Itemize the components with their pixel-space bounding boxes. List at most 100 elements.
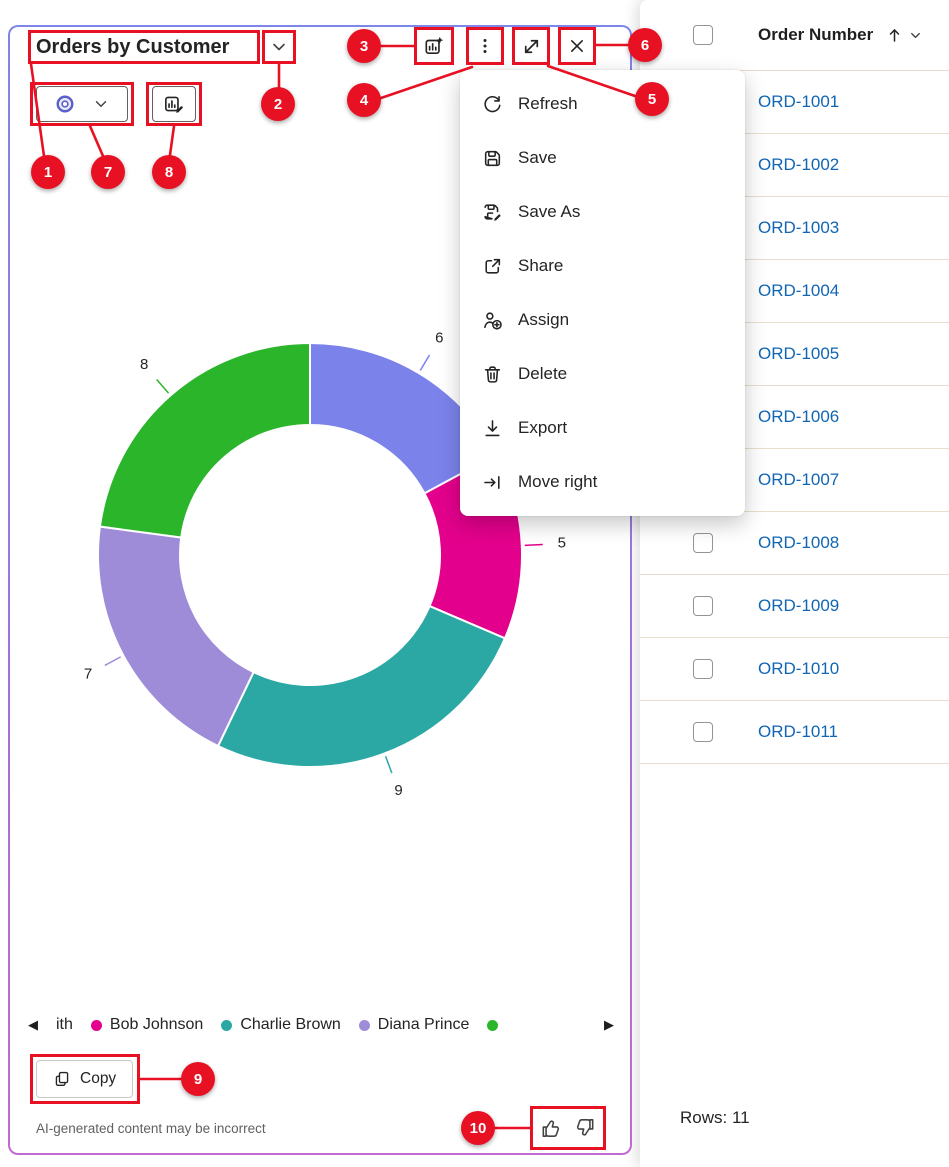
thumbs-up-icon: [542, 1120, 560, 1137]
label-leader-line: [156, 379, 170, 394]
data-label: 8: [140, 356, 148, 373]
sort-ascending-icon: [890, 28, 900, 42]
table-row: ORD-1010: [640, 638, 949, 701]
column-header-order-number[interactable]: Order Number: [758, 25, 874, 44]
label-leader-line: [419, 354, 431, 371]
chart-sparkle-icon: [425, 36, 444, 54]
data-label: 9: [394, 782, 402, 799]
close-button[interactable]: [559, 28, 595, 64]
data-label: 7: [84, 665, 92, 682]
legend-dot: [358, 1019, 370, 1031]
menu-item-move-right[interactable]: Move right: [460, 455, 745, 509]
legend-prev-icon[interactable]: ◀: [28, 1017, 38, 1032]
edit-chart-button[interactable]: [152, 86, 196, 122]
order-link[interactable]: ORD-1006: [758, 407, 840, 426]
order-link[interactable]: ORD-1002: [758, 155, 840, 174]
save-as-icon: [481, 201, 503, 223]
title-chevron-button[interactable]: [261, 29, 297, 65]
thumbs-up-button[interactable]: [536, 1113, 566, 1143]
chart-legend: ◀ ith Bob Johnson Charlie Brown Diana Pr…: [28, 1011, 614, 1039]
chevron-down-icon: [911, 32, 921, 38]
donut-chart-icon: [56, 95, 74, 113]
legend-dot: [221, 1019, 233, 1031]
select-all-checkbox[interactable]: [693, 25, 713, 45]
menu-item-share[interactable]: Share: [460, 239, 745, 293]
row-checkbox[interactable]: [693, 533, 713, 553]
order-link[interactable]: ORD-1011: [758, 722, 838, 741]
order-link[interactable]: ORD-1009: [758, 596, 840, 615]
table-row: ORD-1008: [640, 512, 949, 575]
assign-icon: [481, 309, 503, 331]
order-link[interactable]: ORD-1005: [758, 344, 840, 363]
legend-item: Bob Johnson: [90, 1016, 204, 1034]
rows-count: Rows: 11: [680, 1108, 750, 1127]
data-label: 5: [558, 535, 566, 552]
menu-item-refresh[interactable]: Refresh: [460, 77, 745, 131]
menu-item-delete[interactable]: Delete: [460, 347, 745, 401]
table-row: ORD-1011: [640, 701, 949, 764]
context-menu: Refresh Save Save As: [460, 70, 745, 516]
menu-item-export[interactable]: Export: [460, 401, 745, 455]
order-link[interactable]: ORD-1004: [758, 281, 840, 300]
order-link[interactable]: ORD-1008: [758, 533, 840, 552]
menu-item-assign[interactable]: Assign: [460, 293, 745, 347]
menu-item-label: Refresh: [518, 94, 578, 113]
label-leader-line: [384, 756, 393, 774]
panel-title: Orders by Customer: [36, 36, 230, 58]
donut-segment[interactable]: [216, 604, 507, 768]
menu-item-label: Assign: [518, 310, 570, 329]
label-leader-line: [104, 656, 122, 667]
menu-item-label: Delete: [518, 364, 568, 383]
row-checkbox[interactable]: [693, 722, 713, 742]
order-link[interactable]: ORD-1007: [758, 470, 840, 489]
data-label: 6: [435, 330, 443, 347]
legend-label: Diana Prince: [377, 1016, 470, 1033]
chart-edit-icon: [165, 96, 183, 113]
legend-label: Charlie Brown: [240, 1016, 341, 1033]
table-header-row: Order Number: [640, 0, 949, 71]
chevron-down-icon: [273, 43, 285, 51]
legend-item: ith: [56, 1016, 73, 1034]
donut-chart[interactable]: 6 5 9 7 8: [50, 295, 570, 815]
copy-icon: [55, 1071, 69, 1086]
label-leader-line: [524, 543, 543, 547]
menu-item-label: Save: [518, 148, 557, 167]
chart-type-selector[interactable]: [36, 86, 128, 122]
order-link[interactable]: ORD-1003: [758, 218, 840, 237]
vertical-dots-icon: [483, 39, 487, 53]
menu-item-save[interactable]: Save: [460, 131, 745, 185]
legend-item: [487, 1019, 506, 1031]
expand-button[interactable]: [513, 28, 549, 64]
menu-item-label: Move right: [518, 472, 598, 491]
legend-item: Charlie Brown: [221, 1016, 341, 1034]
chart-suggest-button[interactable]: [416, 28, 452, 64]
share-icon: [481, 255, 503, 277]
refresh-icon: [481, 93, 503, 115]
expand-icon: [524, 39, 538, 53]
donut-segment[interactable]: [97, 525, 255, 748]
sort-controls[interactable]: [885, 26, 923, 45]
row-checkbox[interactable]: [693, 659, 713, 679]
thumbs-down-button[interactable]: [570, 1113, 600, 1143]
order-link[interactable]: ORD-1010: [758, 659, 840, 678]
menu-item-label: Share: [518, 256, 564, 275]
delete-icon: [481, 363, 503, 385]
more-options-button[interactable]: [467, 28, 503, 64]
legend-label: Bob Johnson: [109, 1016, 204, 1033]
order-link[interactable]: ORD-1001: [758, 92, 840, 111]
menu-item-label: Save As: [518, 202, 581, 221]
save-icon: [481, 147, 503, 169]
ai-disclaimer: AI-generated content may be incorrect: [36, 1121, 266, 1136]
legend-label: ith: [56, 1016, 73, 1033]
donut-segment[interactable]: [98, 341, 311, 539]
thumbs-down-icon: [576, 1119, 594, 1136]
menu-item-save-as[interactable]: Save As: [460, 185, 745, 239]
menu-item-label: Export: [518, 418, 568, 437]
close-icon: [571, 40, 583, 52]
export-icon: [481, 417, 503, 439]
legend-next-icon[interactable]: ▶: [604, 1017, 614, 1032]
copy-button[interactable]: Copy: [36, 1060, 134, 1098]
row-checkbox[interactable]: [693, 596, 713, 616]
chevron-down-icon: [96, 101, 107, 107]
legend-item: Diana Prince: [358, 1016, 470, 1034]
